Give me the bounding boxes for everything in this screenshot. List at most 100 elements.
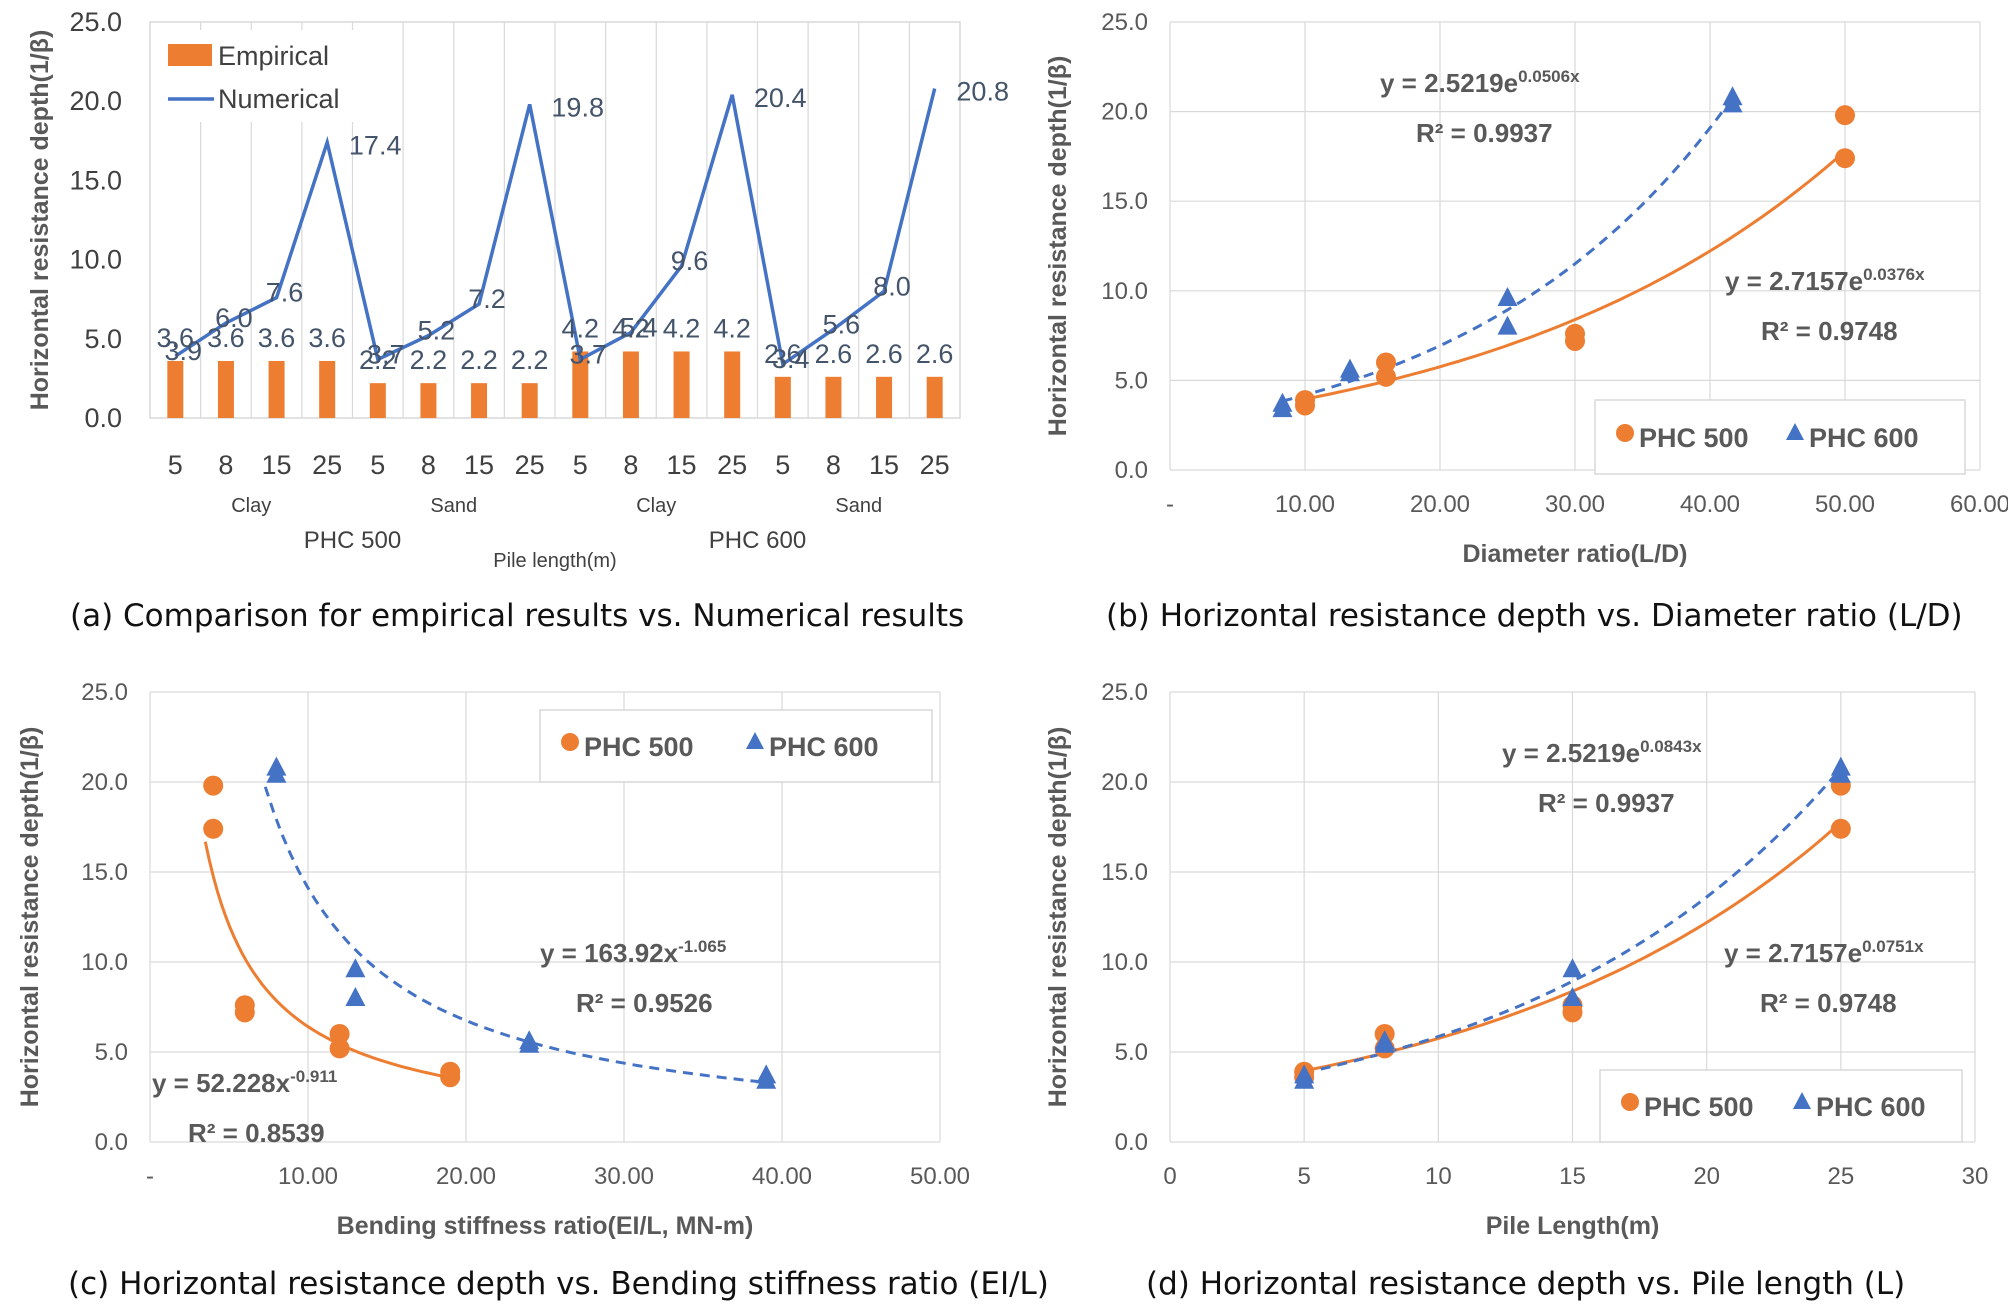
x-tick-label: 8 xyxy=(421,450,436,480)
legend-phc500-label: PHC 500 xyxy=(1639,423,1749,453)
numerical-data-label: 5.4 xyxy=(620,312,658,342)
bar xyxy=(420,383,437,418)
caption-b: (b) Horizontal resistance depth vs. Diam… xyxy=(1106,598,1963,634)
phc600-point xyxy=(1374,1030,1395,1050)
trendline-r-squared: R² = 0.9748 xyxy=(1761,316,1898,346)
bar xyxy=(876,376,893,418)
trendline-equation: y = 163.92x-1.065 xyxy=(540,937,726,968)
chart-c: 0.0 5.0 10.0 15.0 20.0 25.0 - 10.00 20.00 30.00 40… xyxy=(16,679,970,1240)
y-tick-label: 5.0 xyxy=(84,324,122,354)
x-axis-label: Pile length(m) xyxy=(493,550,616,572)
legend-phc600-marker xyxy=(746,732,764,749)
x-tick-label: 50.00 xyxy=(910,1163,970,1190)
legend-phc500-marker xyxy=(561,733,579,751)
bar xyxy=(926,376,943,418)
y-tick-label: 20.0 xyxy=(69,86,122,116)
trendline-r-squared: R² = 0.8539 xyxy=(188,1118,325,1148)
phc500-point xyxy=(1830,818,1851,839)
y-tick-label: 10.0 xyxy=(1101,949,1148,976)
y-tick-label: 10.0 xyxy=(69,245,122,275)
y-tick-label: 5.0 xyxy=(95,1039,128,1066)
empirical-data-label: 3.6 xyxy=(308,323,346,353)
phc600-point xyxy=(1562,987,1583,1006)
x-tick-label: 20.00 xyxy=(1410,491,1470,518)
phc500-point xyxy=(329,1024,350,1044)
chart-c-panel: 0.0 5.0 10.0 15.0 20.0 25.0 - 10.00 20.00 30.00 40… xyxy=(0,660,1000,1260)
phc600-point xyxy=(345,958,366,978)
y-tick-label: 10.0 xyxy=(1101,278,1148,305)
numerical-line xyxy=(174,88,937,368)
y-tick-label: 0.0 xyxy=(95,1129,128,1156)
x-tick-label: 30.00 xyxy=(594,1163,654,1190)
legend-phc600-marker xyxy=(1786,423,1804,440)
x-tick-label: 15 xyxy=(262,450,292,480)
x-tick-label: 25 xyxy=(920,450,950,480)
legend-phc600-label: PHC 600 xyxy=(769,732,879,762)
phc500-point xyxy=(1835,148,1855,169)
x-tick-label: 10 xyxy=(1425,1163,1452,1190)
caption-d: (d) Horizontal resistance depth vs. Pile… xyxy=(1146,1266,1906,1302)
chart-a-panel: 0.0 5.0 10.0 15.0 20.0 25.0 Horizontal resista… xyxy=(0,0,1009,600)
numerical-data-label: 3.7 xyxy=(570,339,608,369)
phc600-point xyxy=(1272,392,1293,412)
x-tick-label: 25 xyxy=(312,450,342,480)
x-tick-label: 25 xyxy=(1827,1163,1854,1190)
legend-box xyxy=(1599,1069,1963,1143)
y-tick-label: 5.0 xyxy=(1115,367,1148,394)
y-tick-label: 10.0 xyxy=(81,949,128,976)
bar xyxy=(774,376,791,418)
phc500-point xyxy=(203,775,224,796)
phc600-point xyxy=(1562,958,1583,978)
x-tick-label: 15 xyxy=(464,450,494,480)
y-axis-label: Horizontal resistance depth(1/β) xyxy=(1044,727,1072,1108)
phc500-point xyxy=(1376,366,1396,387)
x-tick-label: 5 xyxy=(1297,1163,1310,1190)
bar xyxy=(622,351,639,418)
phc600-trendline xyxy=(1282,96,1734,403)
phc500-point xyxy=(1295,390,1315,411)
y-tick-label: 0.0 xyxy=(1115,457,1148,484)
y-tick-label: 25.0 xyxy=(81,679,128,706)
empirical-data-label: 2.2 xyxy=(460,345,498,375)
trendline-r-squared: R² = 0.9937 xyxy=(1538,788,1675,818)
x-axis-label: Diameter ratio(L/D) xyxy=(1462,540,1687,568)
bar xyxy=(167,360,184,418)
y-tick-label: 25.0 xyxy=(69,7,122,37)
soil-group-label: Clay xyxy=(231,495,271,517)
x-axis-label: Pile Length(m) xyxy=(1486,1212,1660,1240)
bar xyxy=(217,360,234,418)
legend-box xyxy=(539,709,933,783)
phc500-point xyxy=(440,1061,461,1082)
y-tick-label: 20.0 xyxy=(1101,99,1148,126)
x-tick-label: 5 xyxy=(370,450,385,480)
numerical-data-label: 5.2 xyxy=(418,316,456,346)
phc600-point xyxy=(519,1030,540,1050)
numerical-data-label: 9.6 xyxy=(671,246,709,276)
numerical-data-label: 20.8 xyxy=(956,77,1009,107)
numerical-data-label: 6.0 xyxy=(215,303,253,333)
phc500-point xyxy=(1835,105,1855,126)
trendline-equation: y = 2.7157e0.0751x xyxy=(1724,937,1924,968)
y-tick-label: 0.0 xyxy=(1115,1129,1148,1156)
caption-c: (c) Horizontal resistance depth vs. Bend… xyxy=(68,1266,1049,1302)
phc600-point xyxy=(345,987,366,1006)
phc500-point xyxy=(203,818,224,839)
empirical-data-label: 2.6 xyxy=(916,339,954,369)
x-tick-label: 5 xyxy=(573,450,588,480)
x-tick-label: 8 xyxy=(623,450,638,480)
chart-b-panel: 0.0 5.0 10.0 15.0 20.0 25.0 - 10.00 20.00 30.00 40… xyxy=(1030,0,2008,600)
x-tick-label: 60.00 xyxy=(1950,491,2008,518)
phc600-point xyxy=(1339,358,1360,378)
bar xyxy=(572,351,589,418)
empirical-data-label: 4.2 xyxy=(562,313,600,343)
x-tick-label: 15 xyxy=(869,450,899,480)
phc600-trendline xyxy=(263,786,767,1084)
legend-phc500-marker xyxy=(1616,424,1634,442)
x-tick-label: 40.00 xyxy=(1680,491,1740,518)
y-axis-label: Horizontal resistance depth(1/β) xyxy=(26,30,54,411)
x-tick-label: 20 xyxy=(1693,1163,1720,1190)
empirical-data-label: 3.6 xyxy=(207,323,245,353)
y-tick-label: 20.0 xyxy=(1101,769,1148,796)
pile-group-label: PHC 600 xyxy=(709,527,806,554)
x-tick-label: 5 xyxy=(775,450,790,480)
